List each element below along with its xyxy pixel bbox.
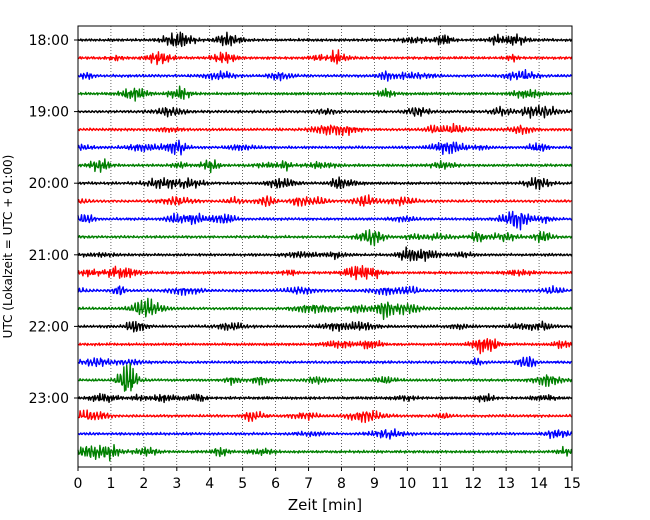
trace-2145 <box>77 297 573 321</box>
x-tick-label: 8 <box>337 476 346 492</box>
x-axis-ticks: 0 1 2 3 4 5 6 7 8 9 10 11 12 13 14 15 <box>74 467 581 492</box>
x-tick-label: 11 <box>431 476 449 492</box>
x-tick-label: 5 <box>238 476 247 492</box>
y-tick-label: 21:00 <box>29 248 69 264</box>
trace-2045 <box>77 229 573 247</box>
y-tick-label: 18:00 <box>29 33 69 49</box>
y-tick-label: 19:00 <box>29 105 69 121</box>
x-tick-label: 14 <box>530 476 548 492</box>
trace-2200 <box>77 320 573 333</box>
trace-2000 <box>77 176 573 191</box>
x-tick-label: 1 <box>106 476 115 492</box>
x-tick-label: 13 <box>497 476 515 492</box>
trace-2030 <box>77 210 573 231</box>
trace-2100 <box>77 246 573 262</box>
trace-2345 <box>77 443 573 462</box>
x-tick-label: 9 <box>370 476 379 492</box>
x-tick-label: 10 <box>398 476 416 492</box>
y-tick-label: 22:00 <box>29 319 69 335</box>
x-tick-label: 3 <box>172 476 181 492</box>
trace-1900 <box>77 104 573 119</box>
trace-2245 <box>77 363 573 392</box>
x-tick-label: 6 <box>271 476 280 492</box>
y-axis-label: UTC (Lokalzeit = UTC + 01:00) <box>1 155 15 339</box>
trace-1915 <box>77 122 573 137</box>
y-tick-label: 20:00 <box>29 176 69 192</box>
y-axis-ticks: 18:00 19:00 20:00 21:00 22:00 23:00 <box>29 33 78 407</box>
x-tick-label: 2 <box>139 476 148 492</box>
seismogram-traces <box>77 31 573 462</box>
x-tick-label: 15 <box>563 476 581 492</box>
plot-frame <box>77 25 573 468</box>
trace-1945 <box>77 158 573 174</box>
trace-1800 <box>77 31 573 48</box>
trace-1930 <box>77 139 573 156</box>
trace-1830 <box>77 69 573 82</box>
trace-1845 <box>77 85 573 102</box>
trace-2215 <box>77 337 573 355</box>
x-tick-label: 7 <box>304 476 313 492</box>
trace-2315 <box>77 409 573 424</box>
trace-2230 <box>77 356 573 368</box>
trace-2015 <box>77 194 573 207</box>
trace-1815 <box>77 49 573 66</box>
x-tick-label: 4 <box>205 476 214 492</box>
trace-2330 <box>77 428 573 440</box>
x-tick-label: 12 <box>464 476 482 492</box>
trace-2300 <box>77 392 573 404</box>
x-axis-label: Zeit [min] <box>288 496 362 514</box>
trace-2115 <box>77 265 573 281</box>
trace-2130 <box>77 285 573 296</box>
y-tick-label: 23:00 <box>29 391 69 407</box>
x-tick-label: 0 <box>74 476 83 492</box>
